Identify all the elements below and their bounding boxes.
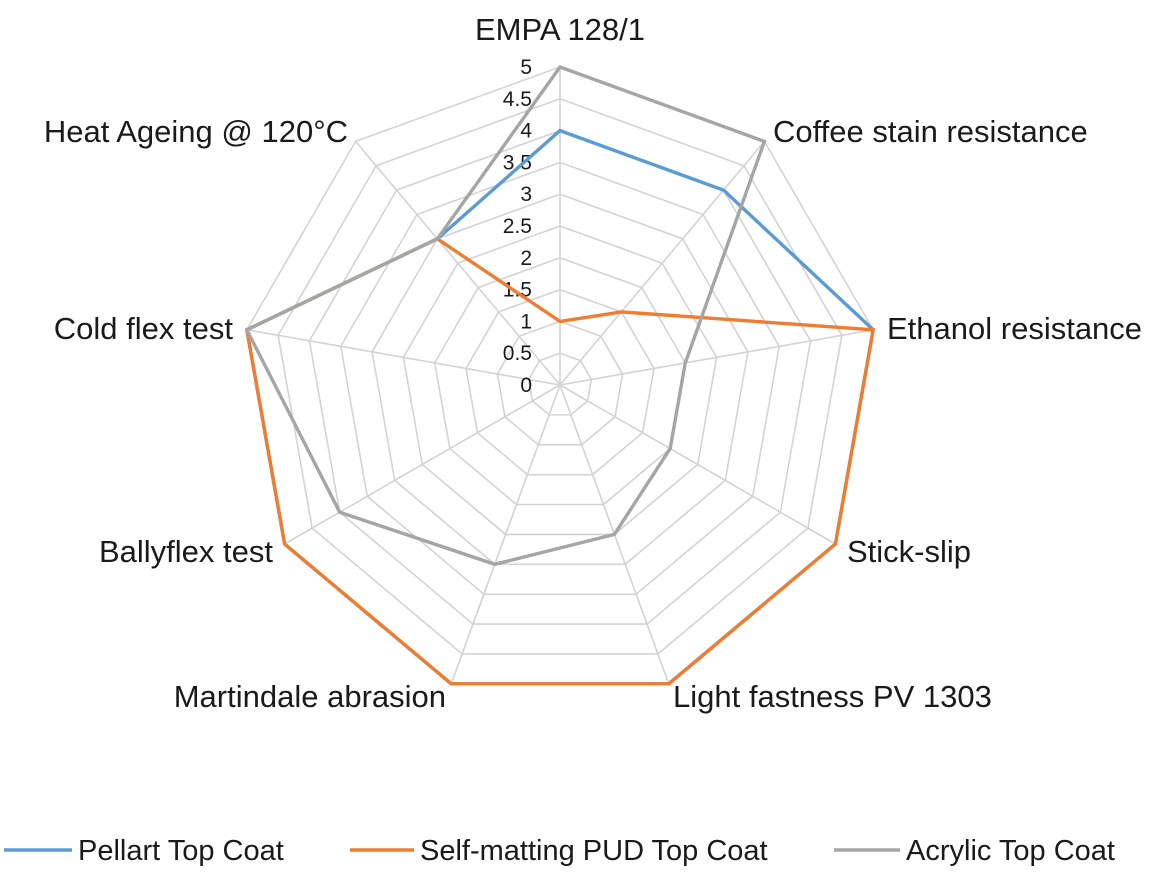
series-acrylic-top-coat — [244, 64, 767, 567]
tick-label: 2 — [520, 247, 532, 270]
legend-item-pellart-top-coat: Pellart Top Coat — [4, 835, 284, 867]
grid-layer — [245, 66, 875, 685]
axis-label-martindale-abrasion: Martindale abrasion — [174, 679, 446, 714]
legend-label: Acrylic Top Coat — [906, 835, 1115, 867]
axis-label-ethanol-resistance: Ethanol resistance — [887, 311, 1142, 346]
grid-ring-3-5 — [339, 161, 781, 595]
grid-ring-1-5 — [465, 288, 655, 476]
grid-ring-2-5 — [402, 225, 718, 536]
spoke-stick-slip — [559, 384, 836, 545]
axis-label-light-fastness-pv-1303: Light fastness PV 1303 — [673, 679, 992, 714]
legend-label: Self-matting PUD Top Coat — [420, 835, 768, 867]
tick-label: 0 — [520, 374, 532, 397]
spoke-ethanol-resistance — [559, 328, 874, 386]
axis-label-heat-ageing-120-c: Heat Ageing @ 120°C — [44, 114, 348, 149]
axis-label-cold-flex-test: Cold flex test — [54, 311, 234, 346]
axis-label-empa-128-1: EMPA 128/1 — [475, 12, 645, 47]
axis-labels: EMPA 128/1 Coffee stain resistance Ethanol… — [44, 12, 1142, 714]
legend-item-self-matting-pud-top-coat: Self-matting PUD Top Coat — [350, 835, 768, 867]
spoke-coffee-stain-resistance — [559, 140, 766, 386]
tick-label: 1 — [520, 310, 532, 333]
spoke-heat-ageing-120-c — [354, 140, 561, 386]
axis-label-stick-slip: Stick-slip — [847, 534, 971, 569]
tick-label: 4.5 — [503, 88, 532, 111]
series-layer — [244, 64, 876, 686]
tick-labels: 00.511.522.533.544.55 — [503, 56, 533, 397]
legend-item-acrylic-top-coat: Acrylic Top Coat — [834, 835, 1115, 867]
axis-label-coffee-stain-resistance: Coffee stain resistance — [773, 114, 1088, 149]
tick-label: 4 — [520, 120, 532, 143]
tick-label: 2.5 — [503, 215, 532, 238]
tick-label: 3 — [520, 183, 532, 206]
spoke-ballyflex-test — [284, 384, 561, 545]
spoke-martindale-abrasion — [450, 384, 561, 685]
legend: Pellart Top Coat Self-matting PUD Top Coa… — [4, 835, 1115, 867]
grid-ring-1 — [496, 320, 624, 446]
axis-label-ballyflex-test: Ballyflex test — [99, 534, 273, 569]
tick-label: 3.5 — [503, 151, 532, 174]
tick-label: 5 — [520, 56, 532, 79]
grid-ring-4 — [308, 129, 812, 625]
grid-ring-0-5 — [527, 352, 593, 416]
legend-label: Pellart Top Coat — [78, 835, 284, 867]
spoke-cold-flex-test — [246, 328, 561, 386]
grid-ring-3 — [371, 193, 749, 566]
grid-ring-2 — [433, 256, 687, 506]
grid-ring-4-5 — [277, 97, 843, 655]
tick-label: 0.5 — [503, 342, 532, 365]
